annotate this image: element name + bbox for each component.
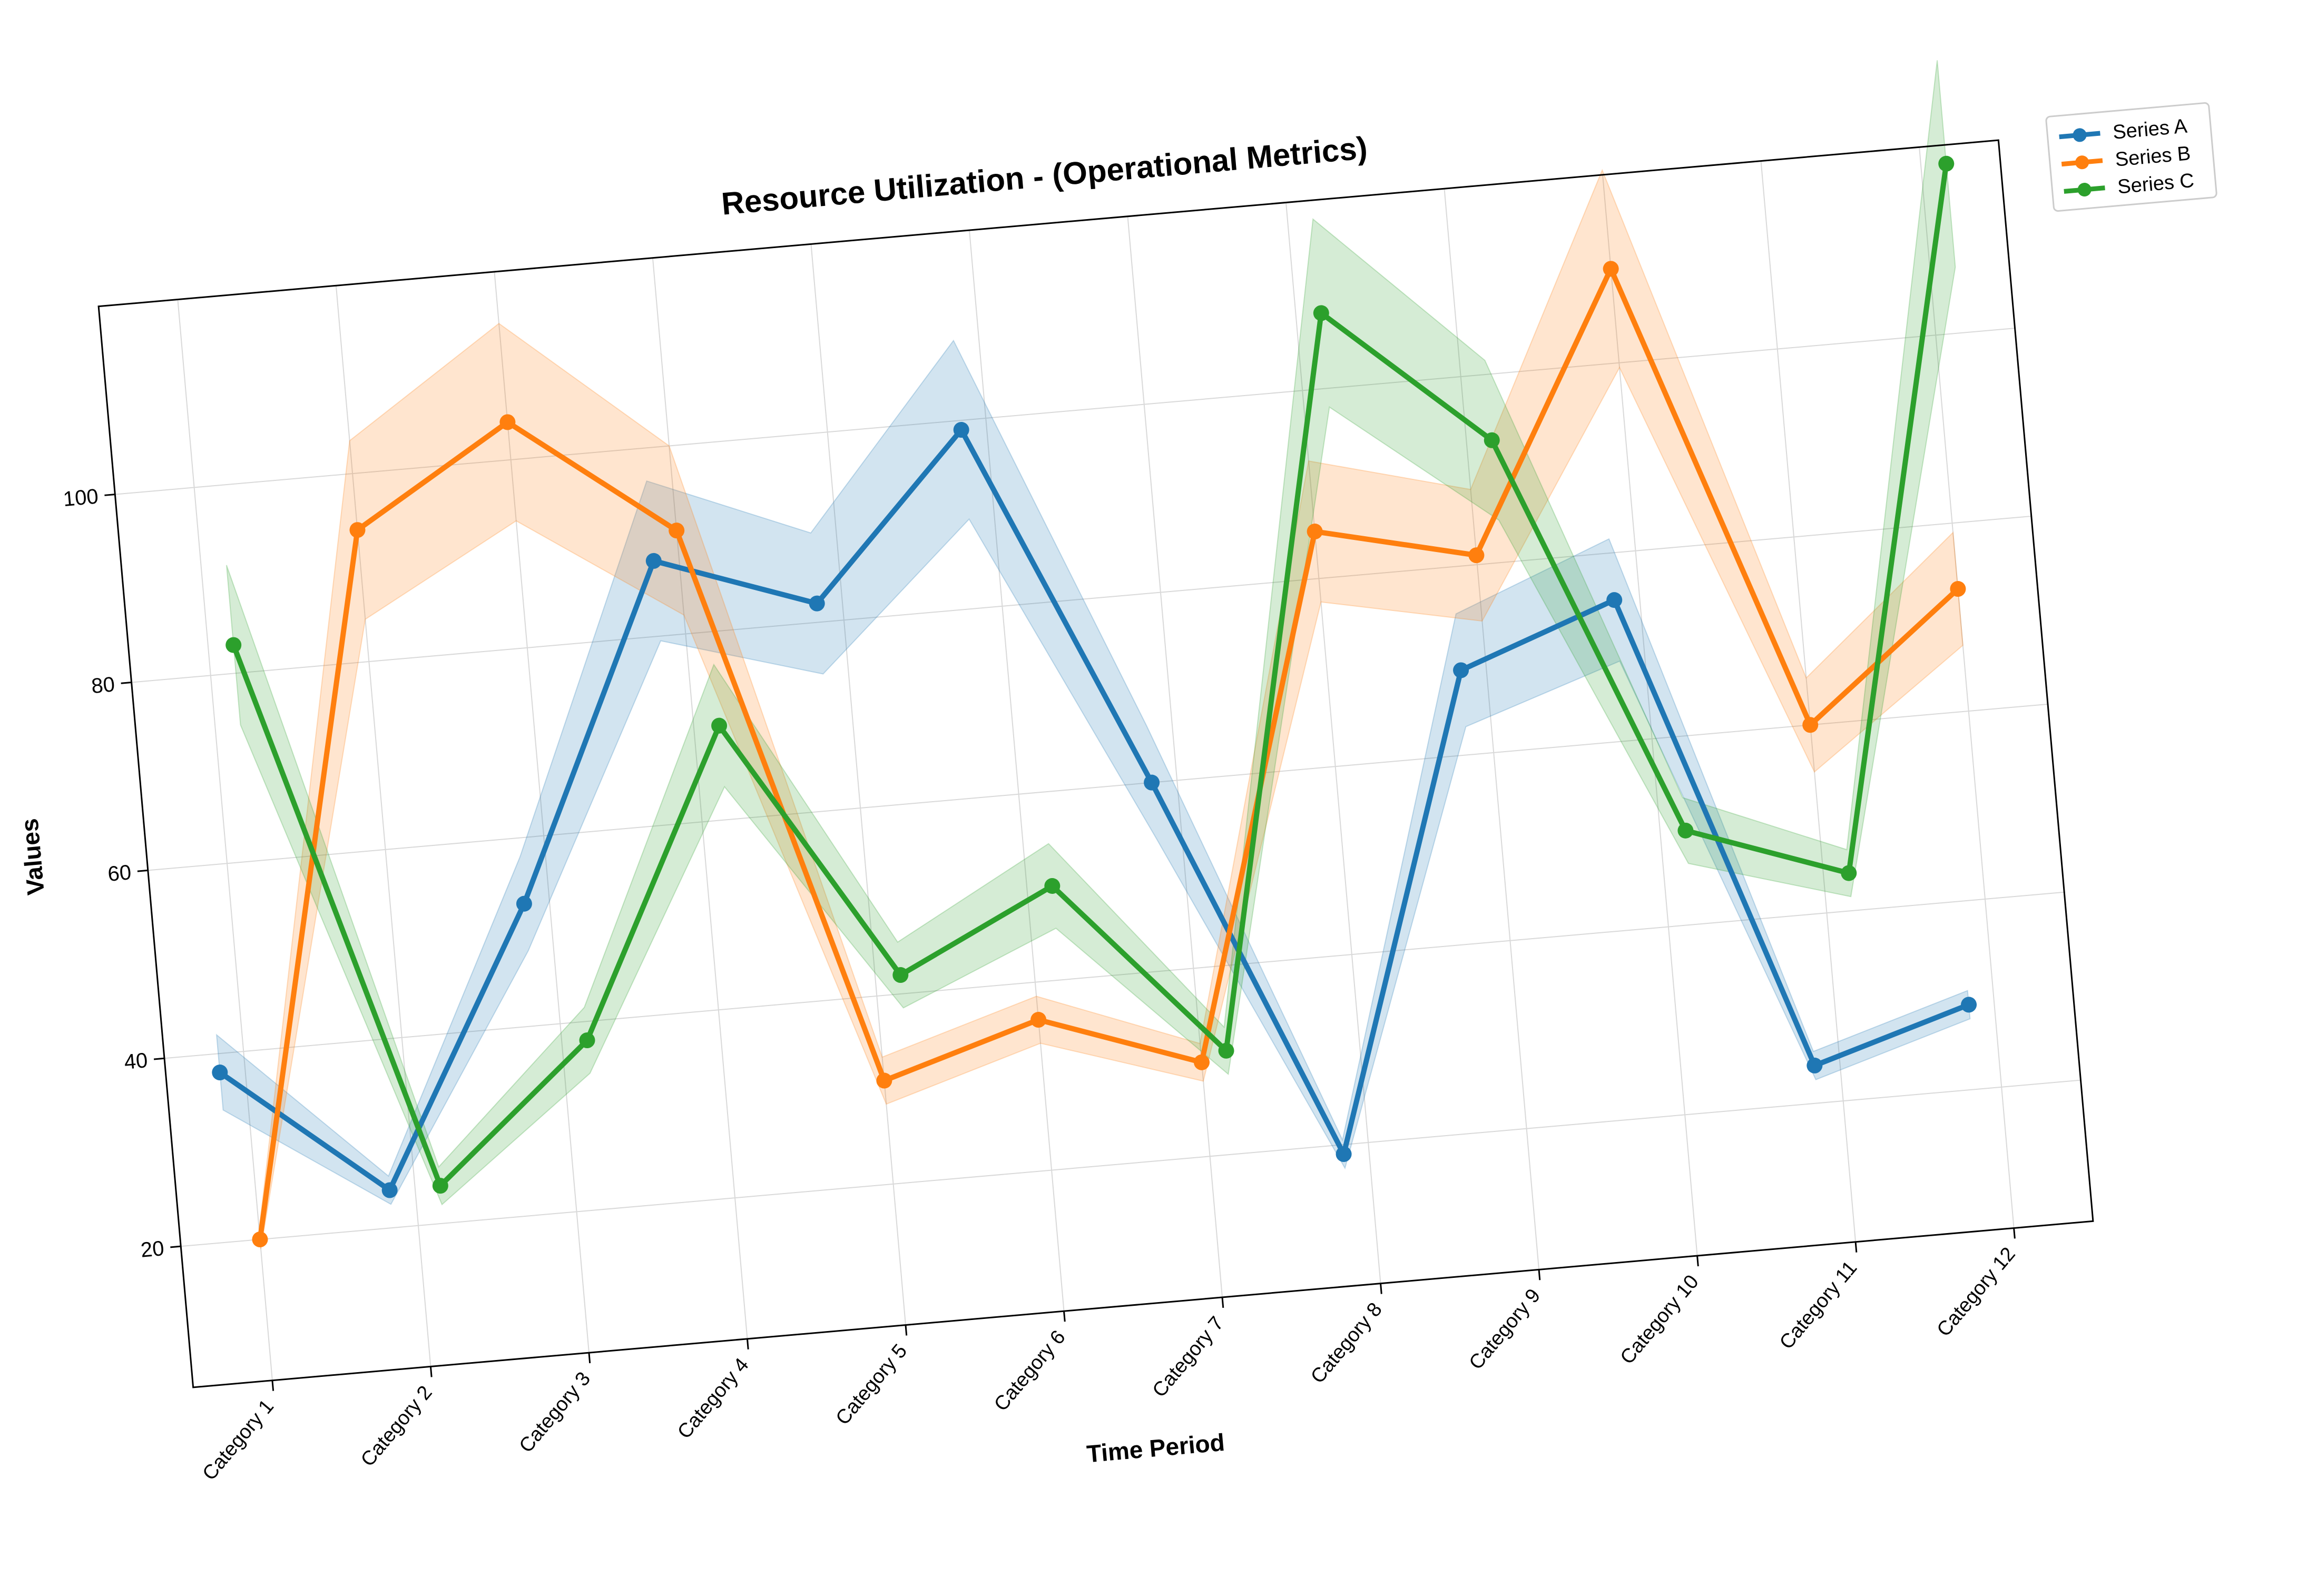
data-point [892,967,909,983]
series-line [257,266,1960,1240]
data-point [1677,822,1694,839]
data-point [1144,774,1160,791]
series-line [231,163,1949,1189]
y-grid-line [181,1079,2081,1247]
data-point [1218,1042,1234,1059]
x-tick-mark [1221,1297,1224,1308]
data-point [1802,717,1819,733]
y-tick-mark [121,681,132,684]
legend-marker [2075,155,2089,170]
x-tick-mark [1063,1311,1066,1322]
x-tick-mark [271,1380,274,1391]
x-grid-line [1127,216,1223,1298]
x-grid-line [335,285,431,1367]
x-tick-mark [1538,1269,1541,1280]
data-point [1313,305,1329,321]
x-grid-line [1444,189,1540,1270]
x-tick-mark [588,1352,591,1364]
data-point [1030,1012,1047,1028]
line-layer [218,163,1970,1240]
data-point [499,414,516,430]
y-tick-mark [170,1245,181,1248]
series-line [218,427,1970,1193]
x-tick-mark [429,1366,433,1377]
data-point [1044,878,1061,894]
x-grid-line [177,299,273,1381]
y-tick-mark [153,1057,165,1060]
data-point [516,895,532,912]
data-point [579,1032,595,1049]
x-tick-mark [905,1325,908,1336]
data-point [711,717,728,734]
data-point [809,595,825,612]
data-point [1807,1057,1823,1073]
legend-box [2045,102,2217,212]
x-grid-line [1760,161,1857,1242]
marker-layer [212,155,1977,1248]
data-point [1307,524,1323,540]
data-point [953,422,969,438]
data-point [669,523,685,539]
data-point [349,522,366,538]
data-point [876,1072,892,1089]
x-grid-line [810,244,906,1325]
x-tick-mark [746,1338,749,1349]
data-point [1841,865,1857,881]
data-point [1336,1146,1352,1162]
x-grid-line [1919,147,2015,1228]
series-band [225,60,1956,1206]
data-point [1938,155,1955,172]
plot-frame-bg [99,140,2093,1387]
data-point [645,553,662,569]
legend-marker [2077,183,2092,197]
y-tick-mark [104,494,115,496]
data-point [1484,432,1500,448]
x-grid-line [652,258,748,1339]
data-point [432,1178,448,1194]
y-tick-label: 40 [123,1049,149,1074]
data-point [381,1182,398,1198]
y-grid-line [131,515,2031,683]
series-band [258,169,1963,1249]
y-tick-label: 80 [91,673,116,698]
data-point [1950,581,1966,597]
y-axis-label: Values [15,817,50,896]
x-grid-line [1285,202,1381,1284]
data-point [1606,592,1623,608]
y-tick-label: 100 [62,485,99,511]
x-tick-mark [1696,1255,1699,1267]
grid-layer [115,147,2081,1381]
data-point [225,637,242,653]
y-tick-mark [137,869,148,872]
y-tick-label: 60 [107,861,132,886]
legend-marker [2073,128,2087,142]
data-point [1193,1054,1210,1070]
plot-frame [97,139,2094,1388]
x-grid-line [494,271,590,1353]
x-tick-mark [1854,1242,1858,1253]
data-point [1453,662,1469,678]
data-point [1961,997,1977,1013]
x-grid-line [968,230,1065,1312]
x-tick-mark [2013,1228,2016,1239]
y-tick-label: 20 [140,1237,165,1262]
data-point [1603,261,1619,277]
x-tick-mark [1380,1283,1382,1294]
data-point [252,1232,268,1248]
y-grid-line [164,891,2065,1059]
x-grid-line [1602,174,1698,1256]
y-grid-line [115,328,2015,495]
data-point [1468,547,1485,564]
data-point [212,1065,228,1081]
y-grid-line [148,703,2048,871]
